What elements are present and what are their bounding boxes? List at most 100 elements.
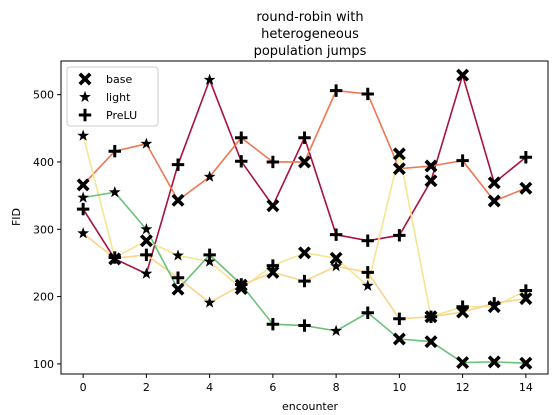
data-point-s2-6 — [266, 155, 280, 169]
data-point-s1-12 — [456, 68, 470, 82]
data-point-s4-12 — [456, 305, 470, 319]
data-point-s1-7 — [298, 131, 311, 144]
data-point-s2-2 — [140, 137, 153, 149]
data-point-s4-1 — [108, 252, 121, 264]
data-point-s5-11 — [424, 335, 438, 349]
title-line-1: round-robin with — [256, 10, 363, 25]
data-point-s3-6 — [266, 259, 280, 272]
title-line-3: population jumps — [254, 44, 367, 59]
series-markers-2 — [76, 84, 533, 208]
data-point-s3-9 — [361, 279, 374, 291]
legend-label-light: light — [106, 91, 131, 104]
x-axis-label: encounter — [282, 400, 339, 413]
y-tick-label: 400 — [33, 156, 54, 169]
data-point-s5-2 — [140, 223, 153, 235]
data-point-s3-2 — [139, 234, 153, 248]
data-point-s1-11 — [424, 174, 438, 188]
data-point-s4-9 — [361, 266, 374, 279]
data-point-s2-8 — [329, 84, 343, 97]
data-point-s4-3 — [171, 271, 185, 284]
x-tick-label: 14 — [519, 381, 533, 394]
data-point-s1-3 — [171, 158, 185, 171]
data-point-s5-0 — [77, 191, 90, 203]
y-axis-label: FID — [10, 208, 23, 226]
data-point-s1-9 — [361, 234, 374, 247]
y-axis: 100 200 300 400 500 — [33, 89, 61, 371]
legend-marker-light — [79, 90, 91, 103]
data-point-s1-4 — [203, 73, 216, 85]
data-point-s3-3 — [172, 249, 184, 261]
data-point-s3-7 — [298, 246, 311, 260]
data-point-s2-5 — [235, 131, 248, 144]
series-markers-4 — [77, 227, 533, 326]
data-point-s2-11 — [424, 159, 438, 173]
chart-title: round-robin with heterogeneous populatio… — [254, 10, 367, 59]
x-tick-label: 4 — [206, 381, 213, 394]
data-point-s3-10 — [392, 147, 406, 161]
data-point-s5-14 — [519, 356, 533, 370]
data-point-s5-8 — [330, 324, 343, 336]
data-point-s3-14 — [519, 284, 533, 297]
data-point-s5-12 — [456, 356, 470, 370]
data-point-s4-8 — [330, 260, 343, 272]
data-point-s2-10 — [392, 162, 406, 176]
y-tick-label: 200 — [33, 291, 54, 304]
legend-label-PreLU: PreLU — [106, 109, 137, 122]
data-point-s4-0 — [77, 227, 90, 239]
data-point-s5-6 — [266, 317, 280, 331]
data-point-s1-14 — [519, 151, 533, 164]
data-point-s2-14 — [519, 181, 533, 195]
data-point-s5-10 — [392, 332, 406, 346]
data-point-s2-3 — [171, 193, 185, 207]
data-point-s2-9 — [361, 87, 374, 101]
data-point-s4-11 — [424, 310, 438, 323]
data-point-s5-13 — [487, 355, 501, 369]
y-tick-label: 300 — [33, 223, 54, 236]
data-point-s3-0 — [77, 129, 90, 141]
data-point-s2-7 — [298, 155, 311, 169]
data-point-s4-14 — [519, 292, 533, 306]
data-point-s4-4 — [203, 296, 216, 308]
data-point-s1-6 — [266, 199, 280, 213]
data-point-s1-10 — [393, 229, 406, 242]
x-tick-label: 10 — [392, 381, 406, 394]
series-markers-5 — [77, 186, 533, 370]
plot-area — [76, 68, 533, 370]
data-point-s2-13 — [487, 194, 501, 208]
title-line-2: heterogeneous — [261, 27, 359, 42]
data-point-s5-1 — [108, 186, 121, 198]
y-tick-label: 100 — [33, 358, 54, 371]
x-tick-label: 8 — [333, 381, 340, 394]
legend-marker-base — [78, 72, 92, 86]
legend-label-base: base — [106, 73, 132, 86]
data-point-s5-3 — [171, 282, 185, 296]
data-point-s2-4 — [203, 170, 216, 182]
x-tick-label: 2 — [143, 381, 150, 394]
x-tick-label: 12 — [456, 381, 470, 394]
data-point-s2-12 — [456, 154, 469, 167]
data-point-s1-2 — [140, 267, 153, 279]
data-point-s1-13 — [487, 176, 501, 190]
data-point-s2-0 — [76, 178, 90, 192]
data-point-s1-8 — [329, 228, 343, 241]
x-tick-label: 6 — [269, 381, 276, 394]
y-tick-label: 500 — [33, 89, 54, 102]
data-point-s5-4 — [203, 248, 216, 262]
series-markers-1 — [76, 68, 533, 279]
legend: base light PreLU — [66, 66, 159, 127]
x-tick-label: 0 — [80, 381, 87, 394]
data-point-s4-10 — [393, 312, 406, 326]
data-point-s5-5 — [235, 278, 248, 291]
axes-frame — [60, 60, 549, 375]
data-point-s5-9 — [361, 306, 374, 319]
data-point-s4-13 — [488, 297, 501, 310]
data-point-s4-2 — [140, 248, 153, 262]
data-point-s4-7 — [298, 274, 311, 288]
data-point-s5-7 — [298, 319, 311, 332]
data-point-s3-8 — [329, 251, 343, 265]
data-point-s1-5 — [235, 155, 248, 168]
data-point-s1-0 — [76, 202, 90, 216]
data-point-s2-1 — [108, 144, 121, 158]
legend-marker-PreLU — [78, 108, 92, 122]
